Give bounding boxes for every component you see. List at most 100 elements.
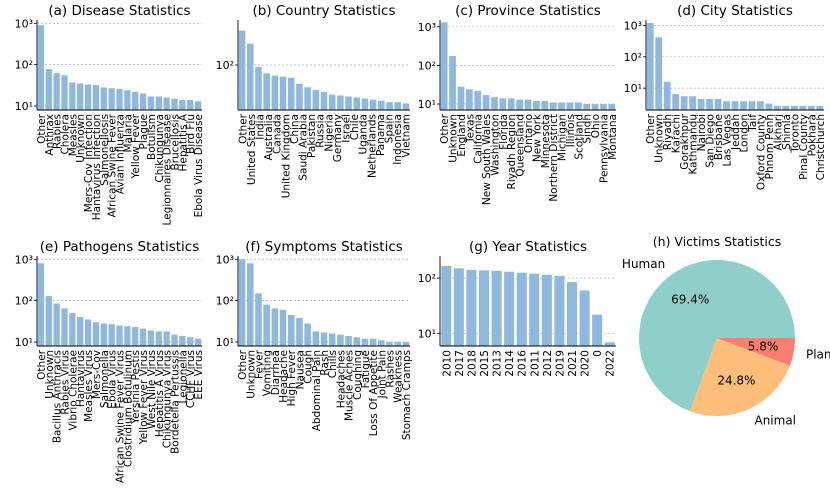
bar bbox=[782, 105, 790, 110]
x-tick-label: Spain bbox=[384, 114, 396, 143]
bar bbox=[287, 77, 295, 110]
bar bbox=[247, 43, 254, 111]
x-tick-label: African Swine Fever bbox=[107, 113, 119, 217]
bar bbox=[116, 88, 123, 110]
x-tick-label: Pennsylvania bbox=[598, 114, 610, 183]
bar bbox=[255, 293, 262, 346]
pie-category-label: Human bbox=[622, 257, 665, 271]
bar bbox=[238, 259, 246, 346]
bar bbox=[263, 73, 270, 110]
chart-title: (e) Pathogens Statistics bbox=[40, 239, 200, 255]
bar bbox=[132, 327, 139, 346]
bar bbox=[608, 104, 616, 110]
y-tick-label: 10³ bbox=[624, 20, 642, 33]
bar bbox=[504, 271, 515, 346]
bar bbox=[345, 335, 352, 346]
bar bbox=[579, 290, 590, 346]
x-tick-label: Nausea bbox=[294, 350, 306, 389]
chart-panel: (a) Disease Statistics 10¹ 10² 10³ OtherAnth… bbox=[15, 3, 205, 225]
x-tick-label: Germany bbox=[332, 114, 344, 162]
x-tick-label: Mers-Cov bbox=[91, 350, 103, 399]
x-tick-label: Unknown bbox=[448, 114, 460, 163]
bar bbox=[179, 99, 186, 110]
x-tick-label: 2013 bbox=[492, 350, 504, 377]
bar bbox=[816, 105, 824, 110]
x-tick-label: Other bbox=[36, 113, 48, 143]
x-tick-label: 2022 bbox=[605, 350, 617, 377]
bar bbox=[345, 96, 352, 110]
bar bbox=[592, 314, 603, 346]
chart-title: (g) Year Statistics bbox=[469, 239, 587, 255]
x-tick-label: 2016 bbox=[517, 350, 529, 377]
x-tick-label: Michigan bbox=[557, 114, 569, 161]
pie-percent-label: 5.8% bbox=[748, 339, 779, 353]
bar bbox=[369, 99, 377, 110]
chart-title: (h) Victims Statistics bbox=[653, 234, 781, 249]
x-tick-label: Illinois bbox=[565, 114, 577, 147]
x-tick-label: Rashes bbox=[385, 350, 397, 388]
y-tick-label: 10³ bbox=[418, 21, 436, 34]
bar bbox=[731, 101, 739, 110]
x-tick-label: Oxford County bbox=[755, 114, 767, 190]
x-tick-label: Riyadh Region bbox=[506, 114, 518, 189]
x-tick-label: Weakness bbox=[393, 350, 405, 403]
x-tick-label: Vomiting bbox=[262, 350, 274, 396]
pie-category-label: Animal bbox=[754, 413, 796, 427]
bar bbox=[549, 102, 557, 110]
chart-panel: (e) Pathogens Statistics 10¹ 10² 10³ OtherUn… bbox=[15, 239, 205, 483]
x-tick-label: Vibrio Cholerae bbox=[67, 350, 79, 431]
x-tick-label: Phnom Penh bbox=[764, 114, 776, 179]
x-tick-label: Scotland bbox=[573, 114, 585, 160]
bar bbox=[116, 325, 123, 346]
bar bbox=[353, 337, 361, 346]
bar bbox=[541, 100, 549, 110]
bar bbox=[706, 98, 713, 110]
x-tick-label: Loss Of Appetite bbox=[368, 350, 380, 436]
bar bbox=[92, 85, 100, 110]
bar bbox=[147, 96, 155, 110]
x-tick-label: Cholera bbox=[60, 114, 72, 155]
pie-panel: (h) Victims Statistics 69.4% Human 24.8% Ani… bbox=[622, 234, 830, 427]
chart-panel: (d) City Statistics 10¹ 10² 10³ OtherUnknown… bbox=[624, 3, 827, 190]
pie-category-label: Plant bbox=[806, 347, 830, 361]
x-tick-label: Abdominal Pain bbox=[311, 350, 323, 431]
bar bbox=[465, 89, 473, 110]
x-tick-label: Stomach Cramps bbox=[401, 350, 413, 440]
bar bbox=[108, 88, 115, 110]
bar bbox=[155, 96, 162, 110]
y-tick-label: 10³ bbox=[216, 253, 234, 266]
bar bbox=[516, 272, 527, 346]
x-tick-label: Brisbane bbox=[713, 114, 725, 160]
y-tick-label: 10¹ bbox=[418, 328, 436, 341]
x-tick-label: Hepatitis A bbox=[177, 113, 189, 171]
x-tick-label: Diarrhea bbox=[270, 350, 282, 395]
x-tick-label: Minnesota bbox=[540, 114, 552, 168]
bar bbox=[714, 98, 722, 110]
x-tick-label: Salmonella bbox=[99, 350, 111, 408]
x-tick-label: 2010 bbox=[441, 350, 453, 377]
x-tick-label: New York bbox=[531, 113, 543, 162]
bar bbox=[287, 314, 295, 346]
x-tick-label: 0 bbox=[592, 350, 604, 357]
bar bbox=[132, 91, 139, 110]
x-tick-label: London bbox=[738, 114, 750, 153]
chart-title: (b) Country Statistics bbox=[252, 3, 395, 19]
bar bbox=[187, 99, 194, 110]
x-tick-label: Plague bbox=[138, 114, 150, 149]
x-tick-label: 2012 bbox=[542, 350, 554, 377]
bar bbox=[163, 97, 170, 110]
bar bbox=[378, 100, 385, 110]
x-tick-label: Yersinia Pestis bbox=[130, 350, 142, 425]
x-tick-label: Bacillus Anthracis bbox=[52, 350, 64, 443]
bar bbox=[453, 268, 464, 346]
x-tick-label: Other bbox=[237, 113, 249, 143]
pie-percent-label: 69.4% bbox=[671, 293, 709, 307]
x-tick-label: Mers-Cov Infection bbox=[83, 114, 95, 212]
bar bbox=[147, 330, 155, 346]
x-tick-label: Unknown bbox=[245, 350, 257, 399]
x-tick-label: Unknown bbox=[44, 350, 56, 399]
bar bbox=[663, 81, 671, 110]
bar bbox=[337, 95, 344, 110]
x-tick-label: Fever bbox=[253, 349, 265, 379]
